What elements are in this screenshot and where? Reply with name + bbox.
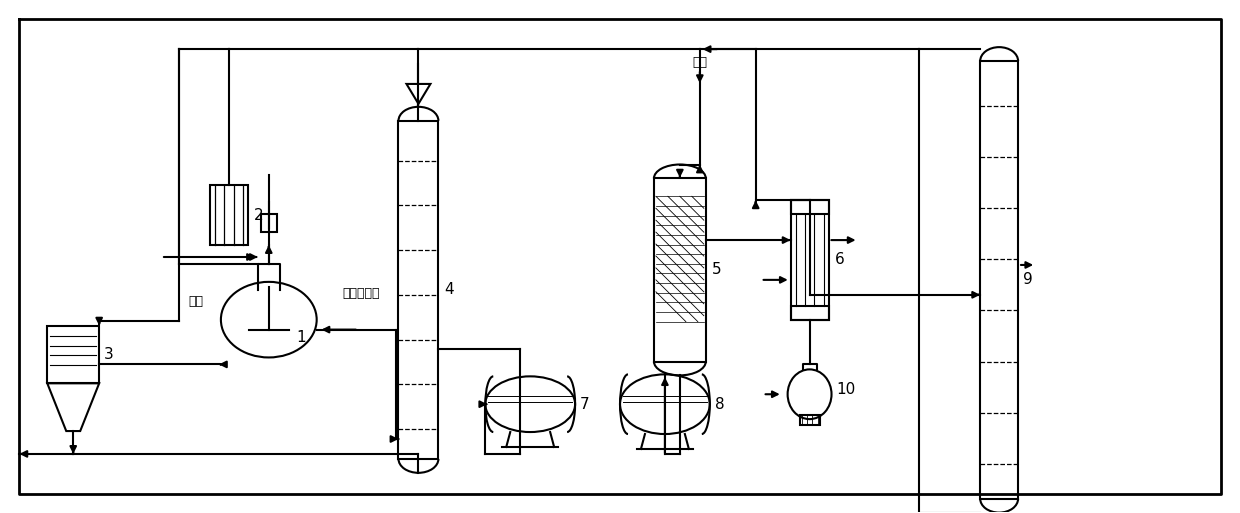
- Text: 1: 1: [296, 330, 306, 345]
- Text: 3: 3: [104, 347, 114, 362]
- Bar: [980, 61, 1018, 499]
- Bar: [260, 214, 277, 232]
- Text: 9: 9: [1023, 272, 1033, 287]
- Bar: [398, 121, 439, 459]
- Text: 氯气: 氯气: [692, 56, 707, 69]
- Text: 氯气: 氯气: [188, 295, 203, 308]
- Text: 10: 10: [837, 382, 856, 397]
- Text: 2: 2: [254, 208, 263, 223]
- Text: 4: 4: [444, 282, 454, 298]
- Text: 7: 7: [580, 397, 590, 412]
- Text: 6: 6: [835, 252, 844, 267]
- Bar: [791, 306, 828, 320]
- Bar: [791, 200, 828, 214]
- Bar: [791, 200, 828, 320]
- Bar: [210, 185, 248, 245]
- Text: 一氯乙酰氯: 一氯乙酰氯: [342, 287, 381, 300]
- Bar: [800, 415, 820, 425]
- Text: 5: 5: [712, 263, 722, 278]
- Bar: [47, 326, 99, 383]
- Bar: [653, 179, 706, 362]
- Text: 8: 8: [714, 397, 724, 412]
